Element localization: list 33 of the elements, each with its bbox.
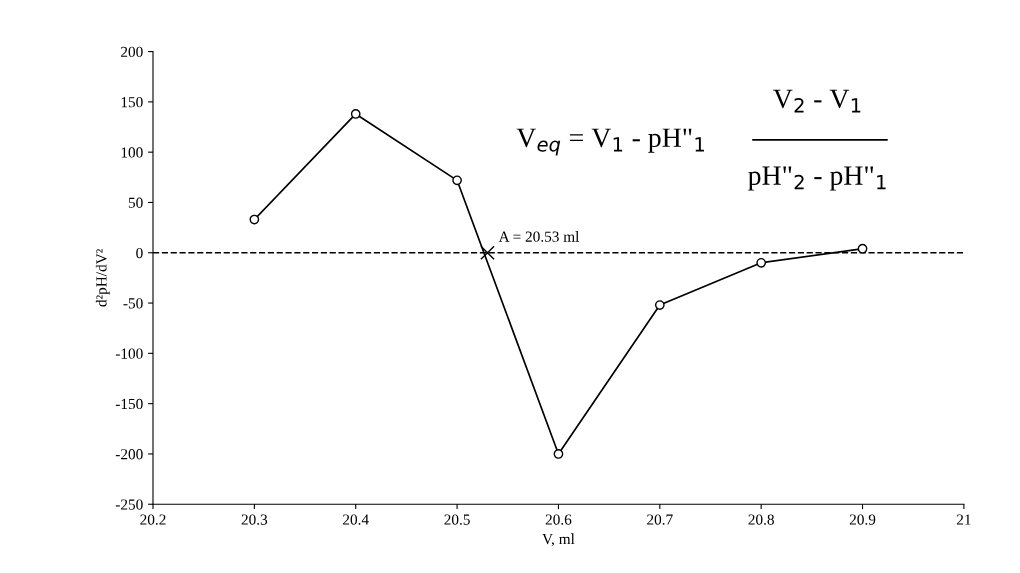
x-tick-label: 20.8 — [748, 514, 774, 525]
annotation: A = 20.53 ml — [498, 231, 580, 242]
annotation: V$_{eq}$ = V$_{1}$ - pH"$_{1}$ — [516, 128, 704, 156]
y-tick-label: 0 — [136, 247, 143, 259]
y-tick-label: -100 — [115, 348, 143, 359]
x-tick-label: 20.2 — [140, 514, 166, 525]
x-tick-label: 20.7 — [647, 514, 673, 525]
y-tick-label: -250 — [115, 499, 143, 510]
point — [654, 300, 665, 310]
y-tick-label: 100 — [121, 147, 143, 158]
point — [350, 109, 361, 119]
y-tick-label: -50 — [123, 298, 143, 309]
y-tick-label: -150 — [115, 398, 143, 410]
point — [452, 175, 462, 186]
annotation: pH"$_{2}$ - pH"$_{1}$ — [748, 166, 886, 191]
point — [480, 245, 495, 261]
point — [756, 257, 767, 268]
y-axis-title: d²pH/dV² — [95, 249, 110, 307]
point — [553, 449, 564, 459]
point — [249, 214, 260, 225]
y-tick-label: -200 — [115, 449, 143, 460]
x-tick-label: 20.5 — [444, 514, 470, 525]
y-tick-label: 150 — [121, 97, 143, 108]
y-tick-label: 200 — [121, 46, 143, 58]
y-tick-label: 50 — [128, 197, 143, 208]
x-axis-title: V, ml — [542, 533, 575, 547]
x-tick-label: 21 — [956, 514, 971, 525]
annotation: V$_{2}$ - V$_{1}$ — [773, 89, 861, 113]
x-tick-label: 20.9 — [849, 514, 876, 525]
point — [857, 243, 868, 254]
x-tick-label: 20.3 — [241, 514, 268, 525]
x-tick-label: 20.6 — [545, 514, 572, 525]
x-tick-label: 20.4 — [343, 514, 369, 525]
